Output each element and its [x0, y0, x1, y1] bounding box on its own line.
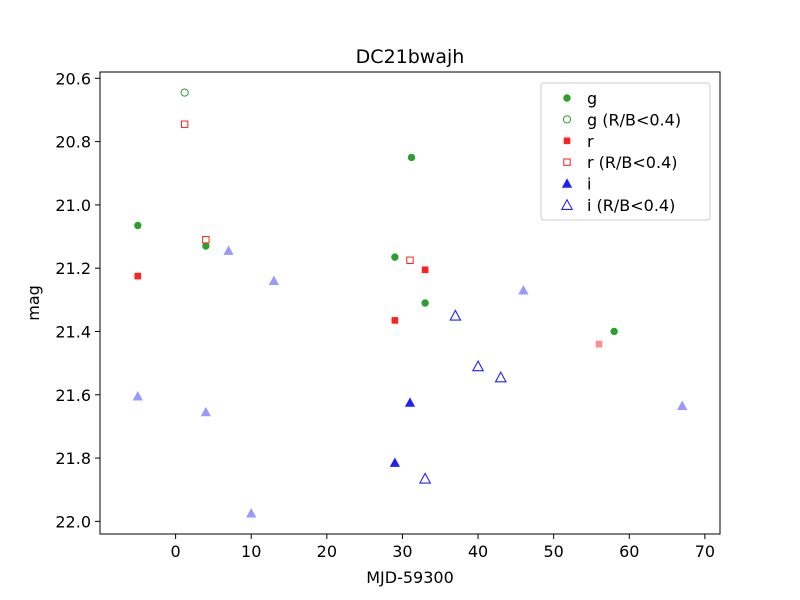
data-markers	[132, 88, 688, 518]
y-tick-label: 21.8	[55, 449, 91, 468]
y-axis: 20.6 20.8 21.0 21.2 21.4 21.6 21.8 22.0	[55, 69, 100, 531]
legend-box	[540, 82, 711, 221]
data-point-r	[421, 266, 429, 274]
legend-label: r	[587, 132, 594, 151]
data-point-i-low	[494, 371, 507, 383]
chart-title: DC21bwajh	[356, 46, 465, 68]
y-tick-label: 22.0	[55, 512, 91, 531]
data-point-g	[202, 242, 210, 250]
data-point-g	[421, 299, 429, 307]
x-tick-label: 50	[543, 542, 563, 561]
legend-marker-r-low	[563, 158, 571, 166]
data-point-r-low	[180, 120, 189, 128]
data-point-i	[404, 397, 416, 407]
plot-frame	[99, 71, 721, 535]
data-point-g-low	[180, 88, 189, 97]
legend-marker-g-low	[562, 115, 572, 124]
data-point-g	[407, 153, 416, 162]
legend-marker-r	[563, 137, 571, 145]
data-point-i-low	[418, 472, 432, 484]
y-tick-label: 20.6	[55, 69, 91, 88]
y-tick-label: 21.6	[55, 386, 91, 405]
legend-label: i	[587, 175, 591, 194]
legend-label: g	[587, 89, 597, 108]
x-tick-label: 70	[695, 542, 715, 561]
legend-marker-i-low	[560, 198, 574, 210]
legend-label: r (R/B<0.4)	[587, 153, 677, 172]
legend-marker-i	[561, 178, 573, 188]
data-point-i-low	[471, 359, 485, 372]
legend: g g (R/B<0.4) r r (R/B<0.4) i i (R/B<0.4)	[540, 82, 711, 221]
x-tick-label: 60	[619, 542, 639, 561]
data-point-i	[132, 390, 143, 401]
data-point-i	[677, 400, 688, 410]
data-point-r-low	[202, 236, 210, 244]
legend-label: i (R/B<0.4)	[587, 196, 675, 215]
y-tick-label: 21.4	[55, 322, 91, 341]
y-tick-label: 21.2	[55, 259, 91, 278]
data-point-g	[391, 253, 399, 261]
legend-label: g (R/B<0.4)	[587, 110, 681, 129]
x-tick-label: 30	[392, 542, 412, 561]
data-point-i	[223, 245, 234, 255]
data-point-r-low	[406, 256, 414, 264]
data-point-r	[391, 317, 399, 324]
data-point-r	[134, 272, 142, 280]
data-point-i	[200, 406, 211, 417]
data-point-g	[610, 327, 618, 336]
data-point-i	[246, 508, 257, 518]
x-tick-label: 40	[468, 542, 488, 561]
data-point-i	[518, 284, 529, 295]
data-point-g	[134, 221, 142, 230]
x-tick-label: 10	[241, 542, 261, 561]
x-tick-label: 0	[171, 542, 181, 561]
x-axis: 0 10 20 30 40 50 60 70	[171, 534, 715, 561]
x-tick-label: 20	[317, 542, 337, 561]
plot-area	[99, 71, 721, 535]
y-axis-title: mag	[24, 285, 43, 321]
legend-marker-g	[563, 94, 571, 102]
y-tick-label: 20.8	[55, 133, 91, 152]
data-point-i-low	[449, 309, 462, 321]
x-axis-title: MJD-59300	[366, 568, 454, 587]
y-tick-label: 21.0	[55, 196, 91, 215]
data-point-i	[389, 457, 401, 467]
data-point-r	[595, 340, 603, 348]
data-point-i	[268, 275, 280, 285]
